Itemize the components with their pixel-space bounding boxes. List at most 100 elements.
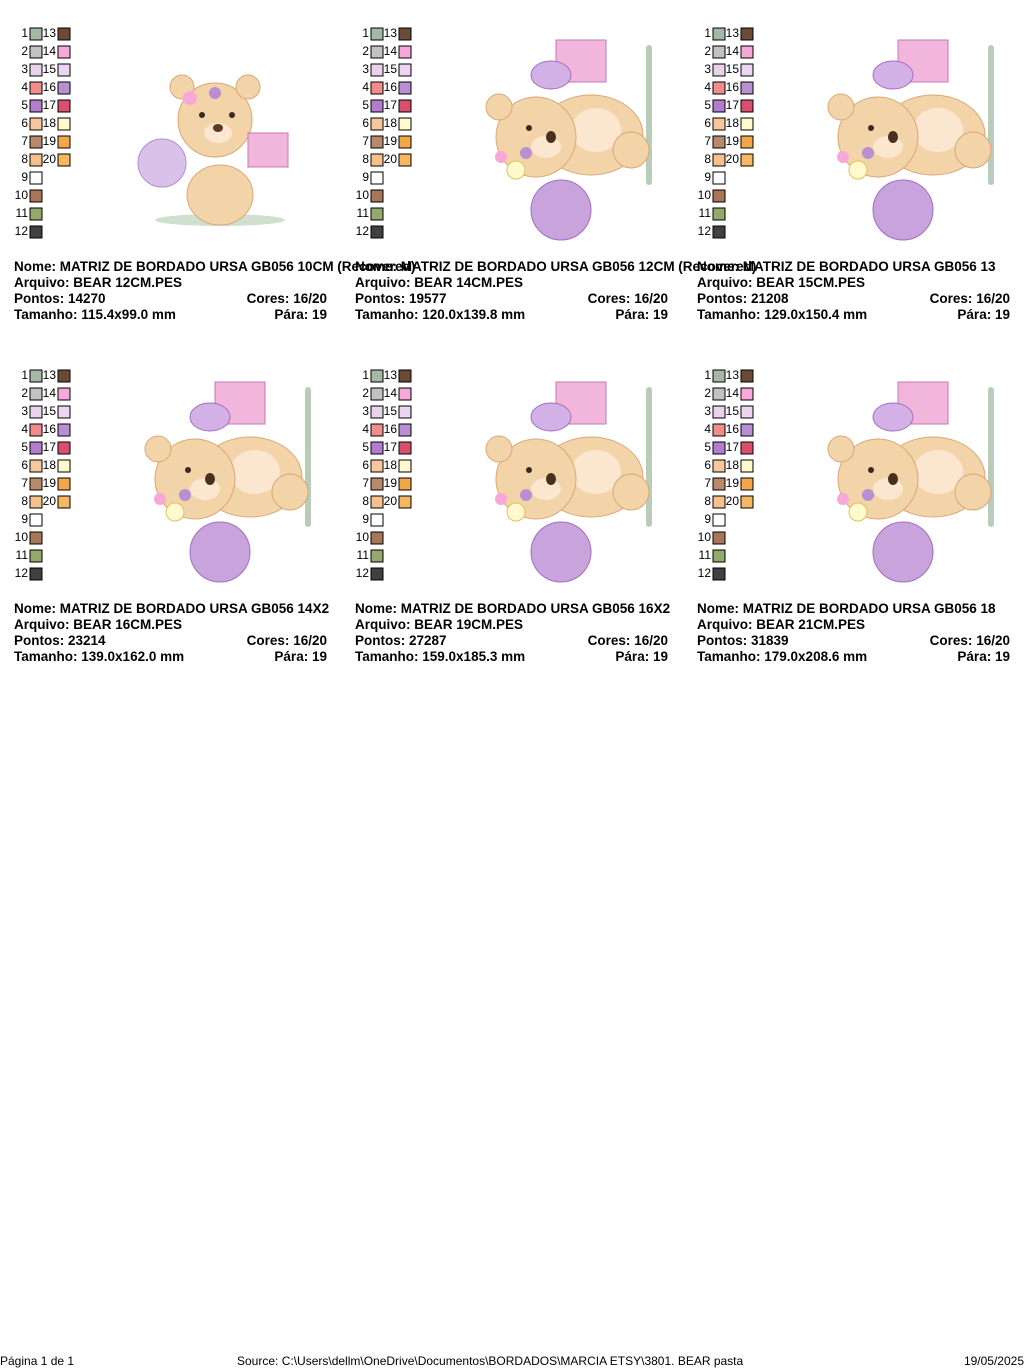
palette-swatch <box>740 99 754 113</box>
palette-swatch <box>740 81 754 95</box>
palette-number: 16 <box>43 80 57 94</box>
palette-number: 11 <box>699 548 712 562</box>
palette-swatch <box>57 27 71 41</box>
palette-number: 14 <box>726 386 740 400</box>
illustration-part <box>506 160 526 180</box>
palette-swatch <box>370 225 384 239</box>
illustration-part <box>213 124 223 132</box>
palette-number: 2 <box>362 386 369 400</box>
illustration-part <box>827 435 855 463</box>
palette-swatch <box>712 387 726 401</box>
palette-swatch <box>57 459 71 473</box>
palette-swatch <box>398 117 412 131</box>
info-line: Nome: MATRIZ DE BORDADO URSA GB056 18 <box>697 601 996 617</box>
palette-number: 16 <box>384 422 398 436</box>
illustration-part <box>531 478 561 500</box>
illustration-part <box>520 147 532 159</box>
palette-number: 8 <box>21 152 28 166</box>
palette-swatch <box>370 135 384 149</box>
label: Tamanho: <box>355 307 419 322</box>
illustration-part <box>230 450 280 494</box>
palette-swatch <box>398 369 412 383</box>
illustration-part <box>144 435 172 463</box>
palette-number: 17 <box>384 440 398 454</box>
palette-number: 18 <box>726 116 740 130</box>
color-count: 16/20 <box>634 291 668 306</box>
info-line: Arquivo: BEAR 21CM.PES <box>697 617 865 633</box>
palette-swatch <box>740 27 754 41</box>
palette-swatch <box>370 387 384 401</box>
illustration-part <box>526 467 532 473</box>
palette-swatch <box>712 531 726 545</box>
palette-number: 10 <box>15 188 29 202</box>
palette-number: 14 <box>726 44 740 58</box>
illustration-part <box>190 478 220 500</box>
illustration-part <box>837 151 849 163</box>
illustration-part <box>506 502 526 522</box>
color-count: 16/20 <box>634 633 668 648</box>
palette-swatch <box>57 495 71 509</box>
palette-swatch <box>370 45 384 59</box>
palette-swatch <box>370 531 384 545</box>
label: Cores: <box>929 633 973 648</box>
illustration-part <box>165 502 185 522</box>
illustration-part <box>485 93 513 121</box>
label: Pontos: <box>355 291 406 306</box>
palette-number: 9 <box>704 512 711 526</box>
palette-swatch <box>398 387 412 401</box>
illustration-part <box>177 82 253 158</box>
illustration-part <box>229 112 235 118</box>
palette-number: 17 <box>43 98 57 112</box>
palette-number: 9 <box>21 170 28 184</box>
palette-swatch <box>712 63 726 77</box>
stitch-count: 31839 <box>751 633 789 648</box>
palette-number: 5 <box>704 440 711 454</box>
palette-number: 18 <box>726 458 740 472</box>
info-line: Arquivo: BEAR 15CM.PES <box>697 275 865 291</box>
bear-illustration <box>827 381 994 583</box>
file-name: BEAR 12CM.PES <box>73 275 183 290</box>
illustration-part <box>546 131 556 143</box>
stop-count: 19 <box>994 649 1010 664</box>
palette-swatch <box>370 81 384 95</box>
palette-swatch <box>740 387 754 401</box>
palette-swatch <box>57 423 71 437</box>
palette-swatch <box>57 405 71 419</box>
illustration-part <box>495 96 577 178</box>
palette-swatch <box>712 459 726 473</box>
info-line: Pontos: 19577 <box>355 291 447 307</box>
palette-swatch <box>29 513 43 527</box>
palette-number: 6 <box>21 116 28 130</box>
palette-number: 1 <box>362 26 369 40</box>
illustration-part <box>988 45 994 185</box>
palette-number: 2 <box>704 44 711 58</box>
palette-swatch <box>740 117 754 131</box>
palette-swatch <box>740 369 754 383</box>
bear-illustration <box>485 39 652 241</box>
palette-number: 13 <box>726 368 740 382</box>
illustration-part <box>868 467 874 473</box>
palette-number: 13 <box>43 368 57 382</box>
palette-number: 7 <box>21 476 28 490</box>
file-name: BEAR 15CM.PES <box>756 275 866 290</box>
palette-swatch <box>712 567 726 581</box>
palette-swatch <box>370 441 384 455</box>
palette-swatch <box>740 459 754 473</box>
palette-swatch <box>29 423 43 437</box>
design-name: MATRIZ DE BORDADO URSA GB056 10CM (Recov… <box>59 259 416 274</box>
palette-number: 3 <box>704 404 711 418</box>
info-line: Tamanho: 159.0x185.3 mm <box>355 649 525 665</box>
palette-swatch <box>398 405 412 419</box>
palette-swatch <box>398 477 412 491</box>
palette-number: 18 <box>384 458 398 472</box>
footer-date: 19/05/2025 <box>963 1354 1024 1368</box>
palette-swatch <box>370 405 384 419</box>
palette-number: 15 <box>43 62 57 76</box>
palette-number: 7 <box>704 134 711 148</box>
illustration-part <box>485 435 513 463</box>
illustration-part <box>154 493 166 505</box>
palette-swatch <box>57 369 71 383</box>
palette-number: 17 <box>43 440 57 454</box>
